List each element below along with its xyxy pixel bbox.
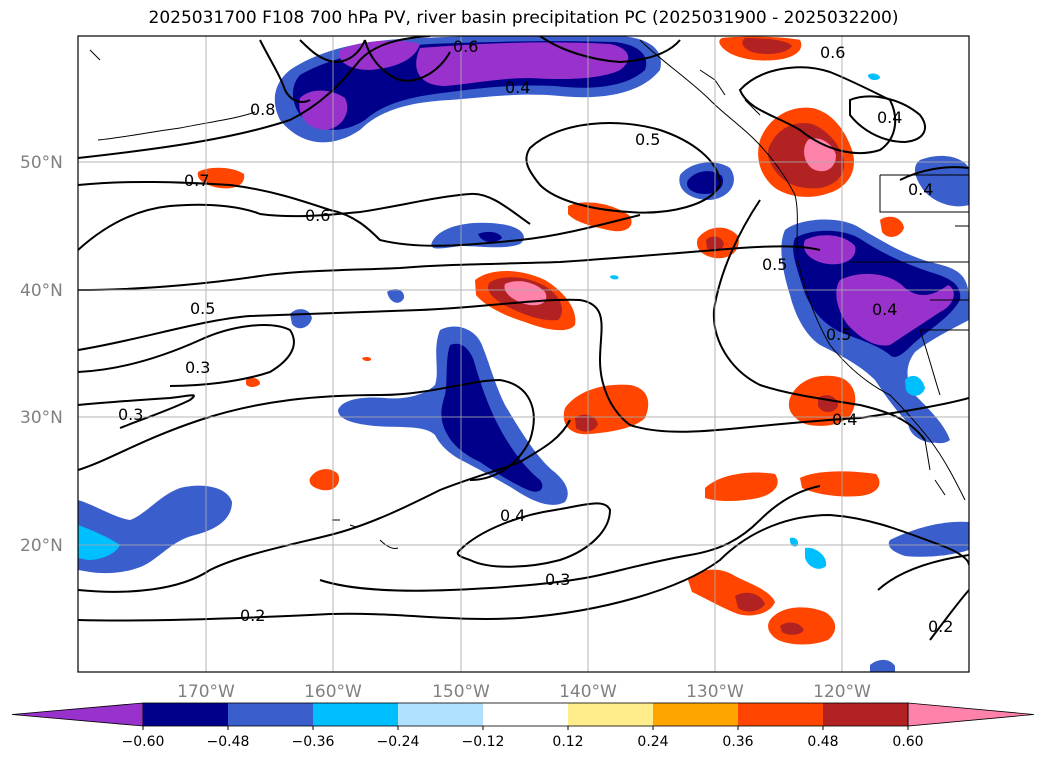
contour-label: 0.6 bbox=[305, 206, 330, 225]
colorbar-tick-label: −0.12 bbox=[462, 734, 505, 750]
contour-label: 0.2 bbox=[928, 617, 953, 636]
colorbar-tick-label: −0.48 bbox=[207, 734, 250, 750]
contour-label: 0.4 bbox=[908, 180, 933, 199]
contour-label: 0.6 bbox=[820, 43, 845, 62]
colorbar-segment bbox=[823, 703, 908, 726]
contour-label: 0.3 bbox=[545, 570, 570, 589]
colorbar-segment bbox=[228, 703, 313, 726]
lat-tick: 20°N bbox=[20, 536, 63, 556]
colorbar-extend-max bbox=[907, 702, 1035, 727]
contour-label: 0.4 bbox=[500, 506, 525, 525]
lat-tick-labels: 50°N 40°N 30°N 20°N bbox=[20, 153, 63, 556]
contour-label: 0.5 bbox=[762, 255, 787, 274]
contour-label: 0.6 bbox=[453, 37, 478, 56]
contour-labels: 0.7 0.6 0.5 0.5 0.6 0.4 0.4 0.3 0.3 0.4 … bbox=[118, 37, 953, 636]
lon-tick: 150°W bbox=[432, 682, 490, 702]
lon-tick: 160°W bbox=[304, 682, 362, 702]
contour-label: 0.3 bbox=[118, 405, 143, 424]
colorbar-extend-min bbox=[11, 702, 144, 727]
colorbar-segment bbox=[653, 703, 738, 726]
lon-tick: 140°W bbox=[559, 682, 617, 702]
colorbar-segment bbox=[483, 703, 568, 726]
lon-tick: 120°W bbox=[813, 682, 871, 702]
lat-tick: 40°N bbox=[20, 281, 63, 301]
map-frame bbox=[77, 35, 970, 673]
lon-tick: 170°W bbox=[177, 682, 235, 702]
contour-label: 0.5 bbox=[826, 325, 851, 344]
lat-tick: 50°N bbox=[20, 153, 63, 173]
colorbar-tick-label: 0.24 bbox=[637, 734, 668, 750]
colorbar-tick-label: 0.48 bbox=[807, 734, 838, 750]
colorbar: −0.60 −0.48 −0.36 −0.24 −0.12 0.12 0.24 0.36 0.4… bbox=[11, 702, 1035, 750]
colorbar-segment bbox=[313, 703, 398, 726]
contour-label: 0.4 bbox=[877, 108, 902, 127]
coastlines bbox=[89, 39, 969, 549]
contour-label: 0.5 bbox=[635, 130, 660, 149]
colorbar-tick-label: 0.60 bbox=[892, 734, 923, 750]
contour-label: 0.4 bbox=[872, 300, 897, 319]
lon-tick: 130°W bbox=[686, 682, 744, 702]
pv-contours bbox=[78, 36, 969, 641]
contour-label: 0.8 bbox=[250, 100, 275, 119]
contour-label: 0.2 bbox=[240, 606, 265, 625]
colorbar-segment bbox=[568, 703, 653, 726]
graticule bbox=[78, 36, 969, 672]
lat-tick: 30°N bbox=[20, 408, 63, 428]
colorbar-tick-label: −0.60 bbox=[122, 734, 165, 750]
lon-tick-labels: 170°W 160°W 150°W 140°W 130°W 120°W bbox=[177, 682, 871, 702]
contour-label: 0.4 bbox=[505, 78, 530, 97]
colorbar-tick-label: 0.12 bbox=[552, 734, 583, 750]
colorbar-tick-label: −0.36 bbox=[292, 734, 335, 750]
colorbar-segment bbox=[398, 703, 483, 726]
colorbar-segment bbox=[143, 703, 228, 726]
colorbar-outline bbox=[142, 702, 909, 727]
colorbar-segment bbox=[738, 703, 823, 726]
colorbar-tick-label: 0.36 bbox=[722, 734, 753, 750]
map-title: 2025031700 F108 700 hPa PV, river basin … bbox=[148, 8, 899, 28]
contour-label: 0.5 bbox=[190, 299, 215, 318]
contour-label: 0.7 bbox=[184, 171, 209, 190]
contour-label: 0.3 bbox=[185, 358, 210, 377]
colorbar-tick-label: −0.24 bbox=[377, 734, 420, 750]
contour-label: 0.4 bbox=[832, 410, 857, 429]
